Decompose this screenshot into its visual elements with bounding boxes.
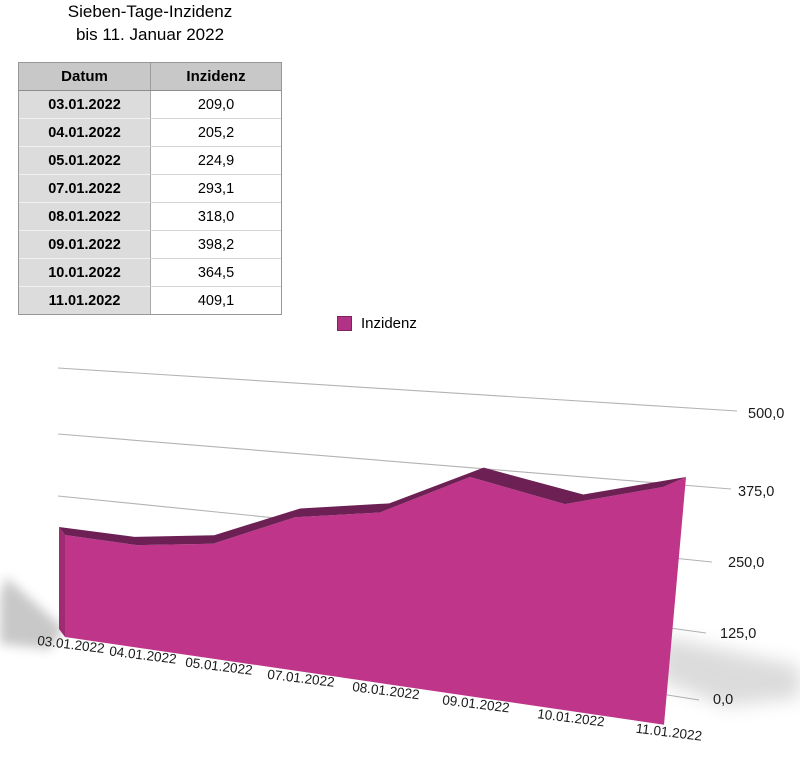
- value-cell: 398,2: [151, 231, 281, 259]
- area-top-ribbon: [59, 467, 687, 546]
- table-row: 09.01.2022 398,2: [19, 231, 281, 259]
- col-header-inzidenz: Inzidenz: [151, 63, 281, 91]
- floor-shadow-left: [0, 577, 64, 649]
- date-cell: 08.01.2022: [19, 203, 151, 231]
- value-cell: 293,1: [151, 175, 281, 203]
- floor-shadow-right: [658, 636, 800, 706]
- area-front-face: [65, 477, 687, 725]
- value-cell: 318,0: [151, 203, 281, 231]
- date-cell: 03.01.2022: [19, 91, 151, 119]
- y-axis-label: 250,0: [728, 555, 764, 571]
- x-axis-label: 11.01.2022: [635, 721, 703, 744]
- table-row: 04.01.2022 205,2: [19, 119, 281, 147]
- date-cell: 11.01.2022: [19, 287, 151, 314]
- date-cell: 09.01.2022: [19, 231, 151, 259]
- table-row: 03.01.2022 209,0: [19, 91, 281, 119]
- legend-label: Inzidenz: [361, 315, 417, 332]
- date-cell: 07.01.2022: [19, 175, 151, 203]
- table-row: 10.01.2022 364,5: [19, 259, 281, 287]
- table-row: 11.01.2022 409,1: [19, 287, 281, 314]
- legend-swatch-icon: [337, 316, 352, 331]
- y-axis-label: 375,0: [738, 484, 774, 500]
- y-axis-label: 0,0: [713, 692, 733, 708]
- legend: Inzidenz: [337, 315, 417, 332]
- value-cell: 209,0: [151, 91, 281, 119]
- gridline: [57, 433, 732, 490]
- table-row: 08.01.2022 318,0: [19, 203, 281, 231]
- table-row: 07.01.2022 293,1: [19, 175, 281, 203]
- value-cell: 205,2: [151, 119, 281, 147]
- date-cell: 04.01.2022: [19, 119, 151, 147]
- y-axis-label: 125,0: [720, 626, 756, 642]
- chart-title-line2: bis 11. Januar 2022: [75, 25, 225, 44]
- y-axis-label: 500,0: [748, 406, 784, 422]
- value-cell: 224,9: [151, 147, 281, 175]
- chart-title-line1: Sieben-Tage-Inzidenz: [67, 2, 233, 21]
- gridline: [57, 367, 738, 412]
- value-cell: 364,5: [151, 259, 281, 287]
- date-cell: 05.01.2022: [19, 147, 151, 175]
- col-header-datum: Datum: [19, 63, 151, 91]
- chart-title: Sieben-Tage-Inzidenz bis 11. Januar 2022: [0, 0, 300, 46]
- date-cell: 10.01.2022: [19, 259, 151, 287]
- data-table: Datum Inzidenz 03.01.2022 209,0 04.01.2022…: [18, 62, 282, 315]
- table-header-row: Datum Inzidenz: [19, 63, 281, 91]
- area-side-face: [59, 527, 65, 637]
- value-cell: 409,1: [151, 287, 281, 314]
- table-row: 05.01.2022 224,9: [19, 147, 281, 175]
